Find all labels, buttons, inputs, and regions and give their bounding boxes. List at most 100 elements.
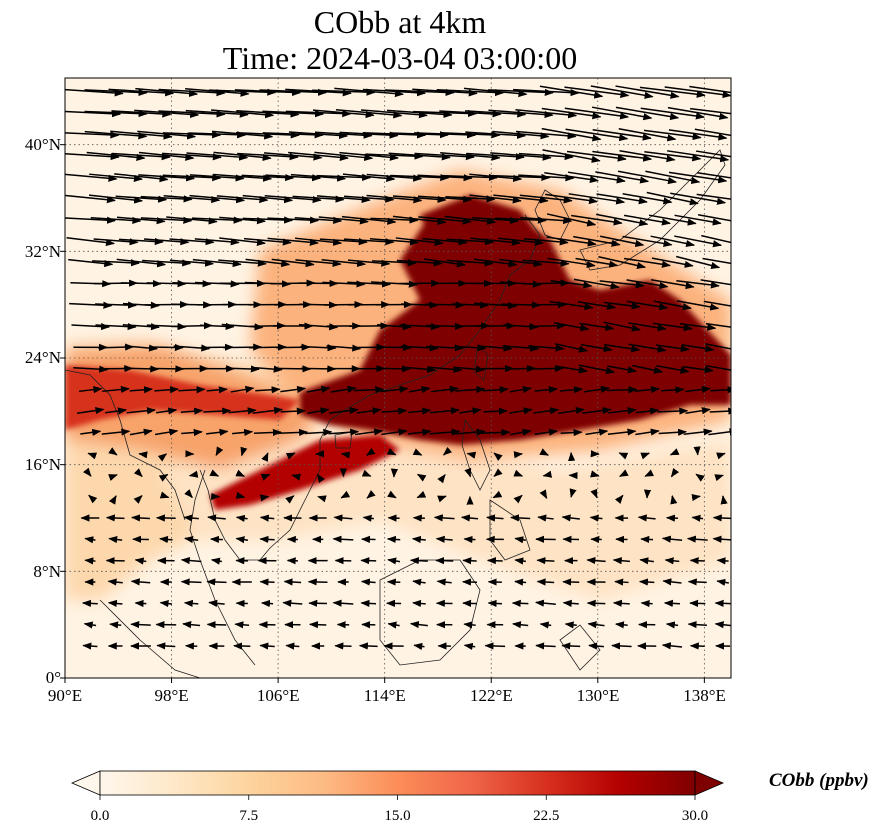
wind-arrow	[233, 642, 251, 650]
wind-arrow	[670, 467, 680, 478]
wind-arrow	[491, 173, 551, 182]
wind-arrow	[462, 557, 477, 565]
wind-arrow	[486, 514, 504, 522]
coastline-china	[329, 214, 541, 421]
wind-arrow	[386, 535, 401, 544]
wind-arrow	[105, 514, 125, 522]
colorbar-tick-label: 0.0	[90, 808, 110, 824]
wind-arrow	[134, 109, 200, 118]
wind-arrow	[408, 407, 432, 415]
wind-arrow	[510, 428, 532, 436]
wind-arrow	[392, 195, 447, 204]
wind-arrow	[585, 428, 609, 436]
wind-arrow	[208, 599, 225, 607]
colorbar-tick-label: 30.0	[681, 808, 709, 824]
lon-label-114e: 114°E	[363, 686, 406, 705]
wind-arrow	[614, 621, 628, 629]
wind-arrow	[716, 452, 726, 460]
wind-arrow	[126, 407, 156, 415]
wind-arrow	[154, 428, 179, 436]
wind-arrow	[590, 488, 598, 499]
wind-arrow	[372, 259, 417, 267]
wind-arrow	[519, 194, 573, 204]
wind-arrow	[618, 128, 677, 142]
map-time-subtitle: Time: 2024-03-04 03:00:00	[222, 40, 578, 76]
wind-arrow	[560, 386, 584, 394]
wind-arrow	[413, 642, 425, 650]
wind-arrow	[209, 469, 220, 477]
wind-arrow	[553, 322, 590, 332]
wind-arrow	[285, 642, 300, 650]
wind-arrow	[444, 215, 497, 225]
wind-arrow	[260, 599, 274, 608]
wind-arrow	[264, 195, 322, 204]
wind-arrow	[333, 514, 353, 522]
wind-arrow	[390, 173, 450, 182]
wind-arrow	[573, 278, 620, 290]
wind-arrow	[130, 578, 151, 586]
wind-arrow	[488, 109, 554, 119]
wind-arrow	[544, 171, 599, 184]
wind-arrow	[356, 407, 382, 415]
wind-arrow	[219, 237, 266, 246]
wind-arrow	[207, 514, 226, 522]
wind-arrow	[253, 428, 282, 437]
wind-arrow	[116, 216, 166, 225]
wind-arrow	[676, 300, 720, 311]
wind-arrow	[469, 194, 522, 204]
wind-arrow	[387, 490, 397, 499]
wind-arrow	[511, 599, 529, 607]
wind-arrow	[542, 149, 601, 163]
wind-arrow	[130, 620, 151, 629]
wind-arrow	[465, 131, 527, 139]
wind-arrow	[513, 494, 523, 504]
wind-arrow	[271, 258, 315, 268]
wind-arrow	[288, 131, 349, 140]
wind-arrow	[188, 470, 199, 478]
wind-arrow	[577, 300, 617, 310]
wind-arrow	[709, 407, 731, 415]
wind-arrow	[646, 191, 699, 206]
wind-arrow	[579, 322, 615, 331]
wind-arrow	[681, 343, 715, 353]
wind-arrow	[607, 407, 637, 415]
wind-arrow	[137, 130, 197, 140]
wind-arrow	[522, 259, 570, 267]
wind-arrow	[235, 514, 248, 522]
wind-arrow	[429, 428, 461, 436]
wind-arrow	[390, 131, 449, 139]
wind-arrow	[472, 216, 520, 224]
wind-arrow	[370, 216, 419, 224]
wind-arrow	[651, 257, 694, 268]
wind-arrow	[645, 170, 701, 185]
wind-arrow	[459, 407, 482, 415]
wind-arrow	[409, 621, 428, 629]
wind-arrow	[555, 365, 588, 374]
wind-arrow	[486, 557, 503, 565]
wind-arrow	[109, 621, 122, 629]
wind-arrow	[80, 428, 102, 436]
wind-arrow	[236, 131, 300, 139]
wind-arrow	[399, 323, 440, 331]
wind-arrow	[105, 407, 127, 415]
wind-arrow	[378, 365, 411, 373]
wind-arrow	[697, 214, 731, 222]
wind-arrow	[134, 557, 147, 565]
wind-arrow	[84, 536, 96, 544]
wind-arrow	[656, 364, 690, 374]
wind-arrow	[316, 473, 325, 484]
wind-arrow	[124, 344, 158, 352]
wind-arrow	[335, 108, 403, 119]
wind-arrow	[614, 494, 624, 504]
wind-arrow	[488, 88, 554, 97]
wind-arrow	[483, 407, 508, 415]
coastline-myanmar-bay-of-bengal	[65, 369, 186, 521]
wind-arrow	[366, 194, 423, 204]
wind-arrow	[142, 259, 192, 267]
wind-arrow	[644, 469, 655, 477]
wind-arrow	[234, 88, 301, 97]
wind-arrow	[586, 556, 606, 565]
wind-arrow	[669, 448, 680, 456]
wind-arrow	[662, 578, 682, 586]
wind-arrow	[278, 428, 309, 437]
